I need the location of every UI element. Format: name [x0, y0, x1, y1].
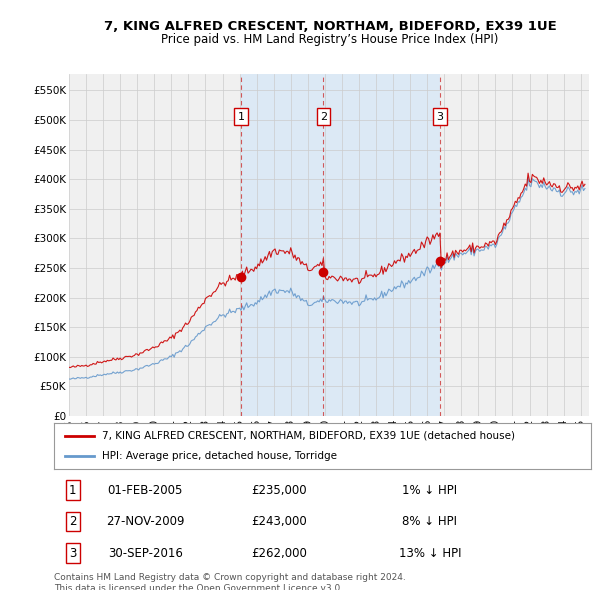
Text: 30-SEP-2016: 30-SEP-2016 — [108, 546, 183, 559]
Text: 3: 3 — [436, 112, 443, 122]
Text: 1% ↓ HPI: 1% ↓ HPI — [403, 484, 457, 497]
Text: HPI: Average price, detached house, Torridge: HPI: Average price, detached house, Torr… — [103, 451, 337, 461]
Text: 3: 3 — [69, 546, 76, 559]
Text: 13% ↓ HPI: 13% ↓ HPI — [398, 546, 461, 559]
Text: Contains HM Land Registry data © Crown copyright and database right 2024.
This d: Contains HM Land Registry data © Crown c… — [54, 573, 406, 590]
Text: 27-NOV-2009: 27-NOV-2009 — [106, 515, 185, 528]
Text: 8% ↓ HPI: 8% ↓ HPI — [403, 515, 457, 528]
Text: £262,000: £262,000 — [251, 546, 307, 559]
Text: 1: 1 — [69, 484, 77, 497]
Text: Price paid vs. HM Land Registry’s House Price Index (HPI): Price paid vs. HM Land Registry’s House … — [161, 33, 499, 46]
Text: 01-FEB-2005: 01-FEB-2005 — [107, 484, 183, 497]
Text: 7, KING ALFRED CRESCENT, NORTHAM, BIDEFORD, EX39 1UE (detached house): 7, KING ALFRED CRESCENT, NORTHAM, BIDEFO… — [103, 431, 515, 441]
Text: £235,000: £235,000 — [252, 484, 307, 497]
Text: 1: 1 — [238, 112, 244, 122]
Bar — [323, 74, 440, 416]
Bar — [241, 74, 323, 416]
Text: 7, KING ALFRED CRESCENT, NORTHAM, BIDEFORD, EX39 1UE: 7, KING ALFRED CRESCENT, NORTHAM, BIDEFO… — [104, 20, 556, 33]
Text: £243,000: £243,000 — [251, 515, 307, 528]
Text: 2: 2 — [320, 112, 327, 122]
Text: 2: 2 — [69, 515, 77, 528]
